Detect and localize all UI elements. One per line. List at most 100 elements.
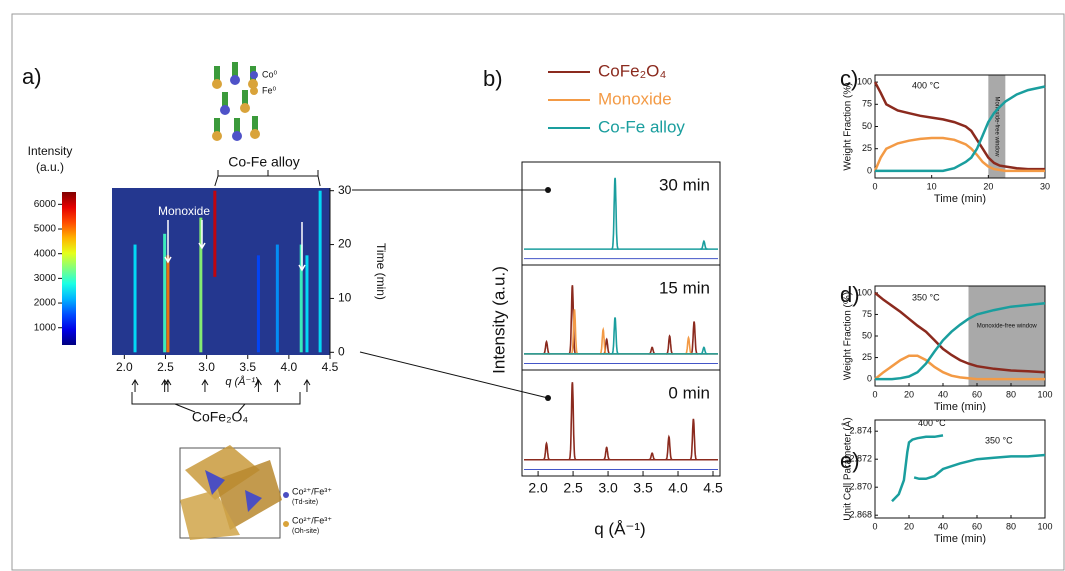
colorbar-tick-label: 4000 bbox=[34, 248, 57, 259]
panel-time-label: 0 min bbox=[668, 383, 710, 402]
arrow bbox=[201, 379, 209, 392]
diffraction-peak bbox=[648, 346, 656, 355]
x-tick-label: 4.0 bbox=[281, 360, 298, 374]
x-tick-label: 2.5 bbox=[563, 480, 583, 496]
annotation: Monoxide bbox=[158, 204, 210, 218]
x-tick-label: 80 bbox=[1006, 521, 1016, 531]
y-tick-label: 100 bbox=[857, 76, 872, 86]
diffraction-peak bbox=[611, 177, 619, 250]
heatmap-streak bbox=[133, 244, 137, 353]
x-tick-label: 0 bbox=[872, 389, 877, 399]
x-tick-label: 3.5 bbox=[633, 480, 653, 496]
shade-label: Monoxide-free window bbox=[977, 324, 1038, 330]
connector bbox=[359, 351, 549, 399]
heatmap-streak bbox=[305, 255, 309, 353]
diffraction-peak bbox=[689, 418, 698, 461]
y-axis-label: Weight Fraction (%) bbox=[843, 82, 854, 170]
heatmap-streak bbox=[299, 244, 303, 353]
x-tick-label: 20 bbox=[904, 521, 914, 531]
colorbar-tick-label: 1000 bbox=[34, 322, 57, 333]
diffraction-peak bbox=[699, 239, 708, 250]
annotation: Co-Fe alloy bbox=[228, 154, 300, 170]
panel-frame bbox=[521, 369, 721, 477]
series-line bbox=[913, 453, 1046, 481]
arrow-head bbox=[164, 256, 172, 264]
x-tick-label: 10 bbox=[927, 181, 937, 191]
series-line bbox=[891, 434, 944, 503]
x-tick-label: 4.0 bbox=[668, 480, 688, 496]
x-tick-label: 4.5 bbox=[703, 480, 723, 496]
y-axis-label: Intensity (a.u.) bbox=[489, 266, 508, 374]
x-tick-label: 2.0 bbox=[116, 360, 133, 374]
diffraction-peak bbox=[611, 317, 619, 355]
diffraction-peak bbox=[542, 441, 551, 461]
x-axis-label: q (Å⁻¹) bbox=[594, 519, 645, 538]
arrow bbox=[161, 379, 169, 392]
diffraction-peak bbox=[684, 335, 693, 355]
annotation: 400 °C bbox=[912, 80, 940, 90]
y-tick-label: 2.868 bbox=[849, 510, 872, 520]
y-tick-label: 0 bbox=[338, 344, 345, 358]
x-tick-label: 20 bbox=[904, 389, 914, 399]
x-axis-label: Time (min) bbox=[934, 193, 986, 205]
y-tick-label: 25 bbox=[862, 143, 872, 153]
structure-legend: Co⁰ bbox=[262, 69, 278, 79]
y-tick-label: 2.870 bbox=[849, 482, 872, 492]
y-axis-label: Time (min) bbox=[374, 243, 388, 300]
x-tick-label: 2.5 bbox=[157, 360, 174, 374]
heatmap-background bbox=[112, 188, 330, 355]
diffraction-peak bbox=[570, 309, 579, 355]
y-tick-label: 50 bbox=[862, 121, 872, 131]
heatmap-streak bbox=[166, 255, 170, 353]
colorbar-tick-label: 3000 bbox=[34, 273, 57, 284]
y-tick-label: 25 bbox=[862, 352, 872, 362]
series-line bbox=[873, 81, 1045, 171]
x-tick-label: 3.0 bbox=[598, 480, 618, 496]
connector-dot bbox=[545, 187, 551, 193]
diffraction-peak bbox=[690, 321, 698, 355]
panel-time-label: 30 min bbox=[659, 175, 710, 194]
colorbar-tick-label: 6000 bbox=[34, 199, 57, 210]
series-label: 400 °C bbox=[918, 418, 946, 428]
structure-legend: (Td-site) bbox=[292, 499, 318, 506]
structure-legend: Co²⁺/Fe³⁺ bbox=[292, 486, 332, 496]
series-label: 350 °C bbox=[985, 435, 1013, 445]
x-tick-label: 60 bbox=[972, 521, 982, 531]
connector-dot bbox=[545, 395, 551, 401]
annotation: CoFe₂O₄ bbox=[192, 409, 249, 425]
diffraction-peak bbox=[648, 452, 656, 461]
x-axis-label: Time (min) bbox=[934, 401, 986, 413]
diffraction-peak bbox=[700, 346, 708, 355]
heatmap-streak bbox=[213, 190, 217, 277]
series-line bbox=[873, 136, 1045, 173]
x-tick-label: 40 bbox=[938, 521, 948, 531]
diffraction-peak bbox=[603, 446, 611, 461]
x-tick-label: 0 bbox=[872, 521, 877, 531]
diffraction-peak bbox=[568, 382, 577, 461]
heatmap-streak bbox=[318, 190, 322, 353]
diffraction-peak bbox=[666, 334, 674, 355]
y-tick-label: 10 bbox=[338, 291, 352, 305]
x-tick-label: 100 bbox=[1037, 389, 1052, 399]
diffraction-peak bbox=[665, 434, 673, 461]
y-tick-label: 0 bbox=[867, 373, 872, 383]
arrow-head bbox=[298, 264, 306, 272]
x-tick-label: 2.0 bbox=[528, 480, 548, 496]
spinel-structure bbox=[179, 445, 289, 540]
x-tick-label: 40 bbox=[938, 389, 948, 399]
y-tick-label: 2.874 bbox=[849, 426, 872, 436]
panel-label: e) bbox=[840, 448, 860, 473]
y-tick-label: 30 bbox=[338, 183, 352, 197]
structure-legend: Fe⁰ bbox=[262, 85, 277, 95]
y-tick-label: 100 bbox=[857, 287, 872, 297]
panel-label: c) bbox=[840, 66, 858, 91]
series-line bbox=[875, 85, 1046, 173]
x-tick-label: 3.0 bbox=[198, 360, 215, 374]
y-tick-label: 75 bbox=[862, 309, 872, 319]
plot-frame bbox=[874, 74, 1046, 179]
heatmap-streak bbox=[199, 217, 203, 353]
y-tick-label: 0 bbox=[867, 165, 872, 175]
y-tick-label: 50 bbox=[862, 330, 872, 340]
